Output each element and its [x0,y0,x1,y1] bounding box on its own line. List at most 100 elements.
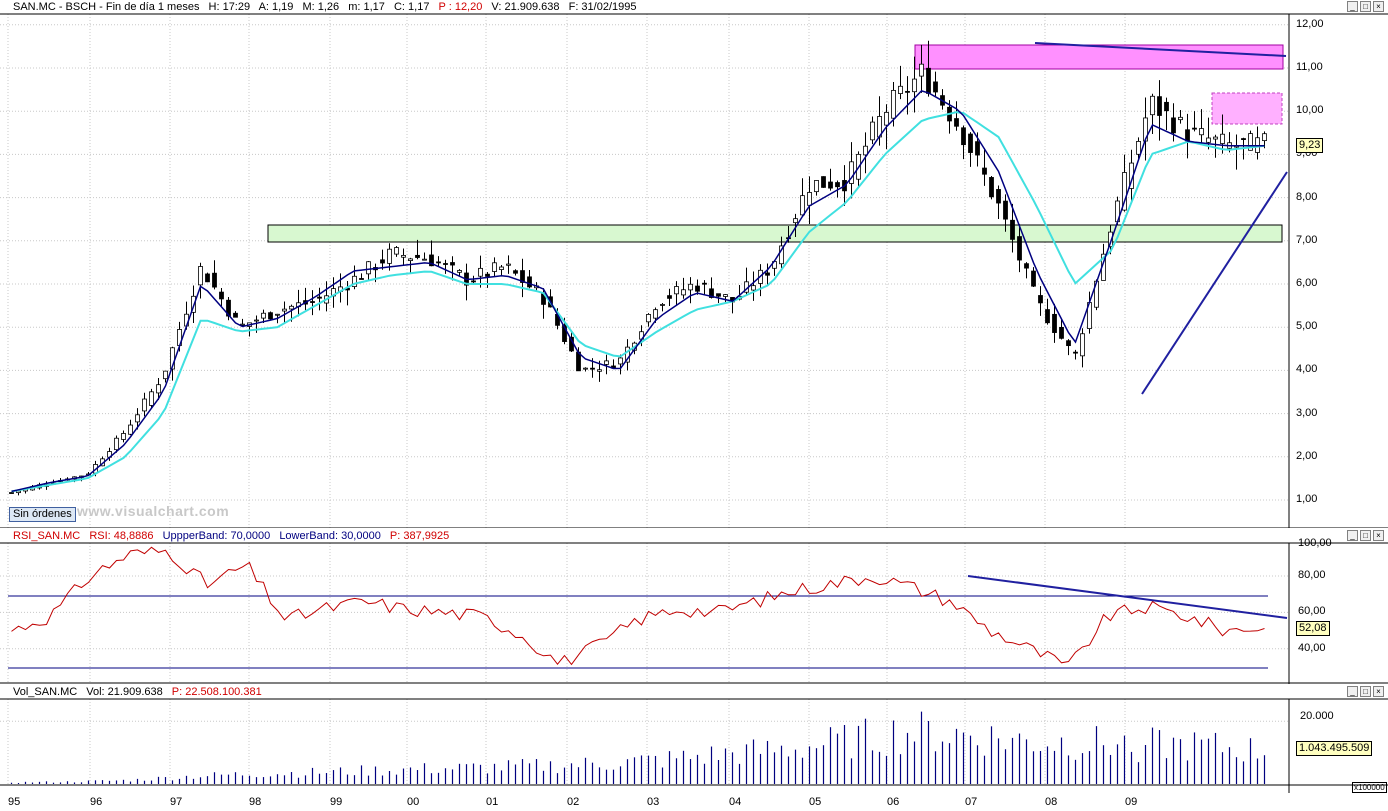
price-volume: V: 21.909.638 [491,1,560,13]
rsi-trendline [967,575,1288,619]
candle [499,264,504,277]
candle [912,56,917,113]
volume-window-buttons: _ □ × [1347,686,1384,697]
x-tick-09: 09 [1125,796,1138,808]
vol-maximize-button[interactable]: □ [1360,686,1371,697]
candle [303,287,308,311]
rsi-lower-band: LowerBand: 30,0000 [279,530,381,542]
candle [1010,203,1015,253]
candle [1255,126,1260,160]
candle [1073,349,1078,360]
candle [793,213,798,237]
vol-minimize-button[interactable]: _ [1347,686,1358,697]
price-symbol: SAN.MC - BSCH - Fin de día 1 meses [13,1,200,13]
rsi-panel: RSI_SAN.MC RSI: 48,8886 UppperBand: 70,0… [0,529,1388,684]
candle [9,492,14,494]
close-button[interactable]: × [1373,1,1384,12]
candle [835,180,840,198]
candle [156,378,161,401]
x-tick-02: 02 [567,796,580,808]
candle [667,288,672,307]
price-date: F: 31/02/1995 [568,1,637,13]
price-open: A: 1,19 [258,1,294,13]
minimize-button[interactable]: _ [1347,1,1358,12]
rsi-close-button[interactable]: × [1373,530,1384,541]
candle [1003,194,1008,232]
volume-panel: Vol_SAN.MC Vol: 21.909.638 P: 22.508.100… [0,685,1388,793]
candle [261,309,266,323]
rsi-maximize-button[interactable]: □ [1360,530,1371,541]
volume-chart[interactable] [0,685,1388,793]
candle [989,176,994,200]
x-tick-03: 03 [647,796,660,808]
candle [366,261,371,281]
candle [163,370,168,383]
candle [135,408,140,430]
candle [205,272,210,283]
candle [1199,109,1204,145]
rsi-line [11,546,1265,666]
candle [457,269,462,276]
candle [345,280,350,306]
candle [779,236,784,269]
price-panel: SAN.MC - BSCH - Fin de día 1 meses H: 17… [0,0,1388,528]
maximize-button[interactable]: □ [1360,1,1371,12]
price-tick-8-00: 8,00 [1296,190,1318,203]
volume-tick-20000: 20.000 [1300,710,1334,722]
volume-p: P: 22.508.100.381 [171,686,262,698]
price-close: C: 1,17 [393,1,430,13]
rsi-last-value: 52,08 [1296,621,1330,636]
resistance-zone-secondary [1211,92,1283,125]
candle [142,392,147,417]
candle [401,248,406,267]
candle [751,271,756,301]
rsi-minimize-button[interactable]: _ [1347,530,1358,541]
price-high: M: 1,26 [302,1,340,13]
price-p: P : 12,20 [438,1,483,13]
orders-button[interactable]: Sin órdenes [9,507,76,522]
candle [513,269,518,276]
candle [338,273,343,303]
x-tick-00: 00 [407,796,420,808]
candle [870,116,875,145]
price-tick-1-00: 1,00 [1296,493,1318,505]
volume-multiplier: x100000 [1352,782,1387,793]
rsi-tick-100: 100,00 [1298,537,1332,549]
upper-trendline [1034,42,1287,57]
rsi-window-buttons: _ □ × [1347,530,1384,541]
watermark: www.visualchart.com [77,503,230,519]
rsi-value: RSI: 48,8886 [89,530,154,542]
candle [961,125,966,160]
volume-value: Vol: 21.909.638 [86,686,163,698]
price-hour: H: 17:29 [208,1,251,13]
x-tick-01: 01 [486,796,499,808]
candle [583,367,588,372]
candle [849,142,854,199]
candle [1150,93,1155,134]
candle [415,239,420,260]
price-tick-12-00: 12,00 [1296,17,1324,30]
candle [996,185,1001,219]
x-tick-99: 99 [330,796,343,808]
candle [149,388,154,409]
price-tick-5-00: 5,00 [1296,320,1318,333]
rsi-header: RSI_SAN.MC RSI: 48,8886 UppperBand: 70,0… [0,529,455,543]
rsi-upper-band: UppperBand: 70,0000 [162,530,271,542]
candle [1136,137,1141,159]
candle [1213,134,1218,158]
support-zone [267,224,1283,243]
vol-close-button[interactable]: × [1373,686,1384,697]
rising-trendline [1141,171,1288,395]
candle [1164,97,1169,131]
candle [331,277,336,308]
candle [1017,224,1022,273]
rsi-chart[interactable] [0,529,1388,684]
candle [702,280,707,296]
candle [681,277,686,299]
candle [296,289,301,317]
candle [765,263,770,285]
price-chart[interactable] [0,0,1388,528]
price-tick-11-00: 11,00 [1296,61,1323,73]
candle [380,249,385,270]
rsi-tick-40: 40,00 [1298,641,1326,654]
